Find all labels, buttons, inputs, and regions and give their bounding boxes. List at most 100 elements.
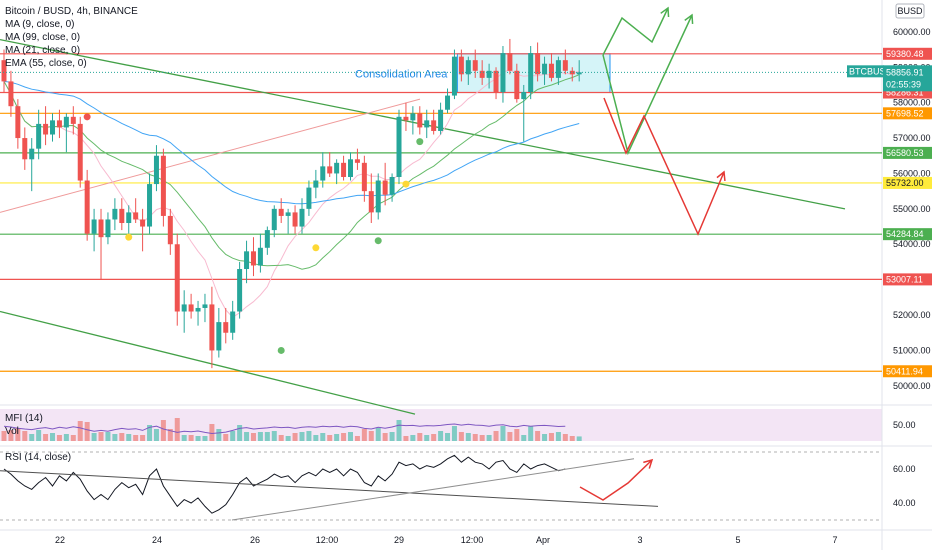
candle-body: [160, 155, 166, 216]
candle-body: [167, 215, 173, 245]
indicator-ma99[interactable]: MA (99, close, 0): [5, 32, 81, 43]
candle-body: [438, 109, 444, 131]
countdown-tag: 02:55:39: [886, 79, 921, 89]
volume-bar: [209, 424, 215, 441]
candle-body: [334, 162, 340, 174]
candle-body: [375, 180, 381, 213]
volume-bar: [91, 433, 97, 441]
candle-body: [112, 208, 118, 220]
candle-body: [313, 180, 319, 188]
candle-body: [140, 219, 146, 227]
volume-bar: [535, 431, 541, 441]
candle-body: [70, 116, 76, 124]
mfi-label[interactable]: MFI (14): [5, 413, 43, 424]
candle-body: [500, 53, 506, 93]
signal-dot: [416, 138, 424, 146]
volume-bar: [188, 435, 194, 441]
candle-body: [237, 269, 243, 312]
candle-body: [223, 322, 229, 333]
volume-bar: [451, 426, 457, 441]
candle-body: [299, 208, 305, 227]
volume-bar: [424, 435, 430, 441]
rsi-tick-label: 40.00: [893, 498, 916, 508]
volume-bar: [292, 433, 298, 441]
volume-bar: [216, 429, 222, 441]
candle-body: [8, 81, 14, 107]
volume-bar: [555, 432, 561, 441]
candle-body: [514, 70, 520, 100]
candle-body: [493, 70, 499, 93]
candle-body: [77, 123, 83, 181]
volume-bar: [368, 431, 374, 441]
volume-bar: [237, 425, 243, 441]
volume-bar: [486, 435, 492, 441]
candle-body: [50, 120, 56, 135]
volume-bar: [361, 429, 367, 441]
candle-body: [555, 60, 561, 78]
volume-bar: [542, 434, 548, 441]
candle-body: [91, 219, 97, 234]
signal-dot: [374, 237, 382, 245]
vol-label[interactable]: Vol: [5, 426, 19, 437]
candle-body: [348, 159, 353, 177]
x-tick-label: 26: [250, 535, 260, 545]
volume-bar: [22, 431, 28, 441]
candle-body: [188, 304, 194, 312]
volume-bar: [521, 435, 527, 441]
chart-title: Bitcoin / BUSD, 4h, BINANCE: [5, 6, 138, 17]
candle-body: [264, 230, 270, 248]
candle-body: [458, 56, 464, 75]
candle-body: [216, 322, 222, 351]
candle-body: [292, 212, 298, 227]
volume-bar: [133, 435, 139, 441]
lower-trendline: [0, 310, 416, 415]
rsi-label[interactable]: RSI (14, close): [5, 452, 72, 463]
level-label-bg: [883, 146, 932, 159]
x-tick-label: Apr: [536, 535, 550, 545]
candle-body: [417, 113, 423, 128]
volume-bar: [230, 431, 236, 441]
level-label: 50411.94: [886, 366, 923, 376]
indicator-ma9[interactable]: MA (9, close, 0): [5, 19, 75, 30]
volume-bar: [514, 429, 520, 441]
mfi-line: [3, 423, 566, 435]
volume-bar: [548, 433, 554, 441]
candle-body: [36, 123, 42, 149]
ma9-line: [3, 69, 580, 319]
volume-bar: [119, 433, 125, 441]
volume-bar: [257, 432, 263, 441]
candle-body: [174, 244, 180, 312]
volume-bar: [479, 435, 485, 441]
signal-dot: [83, 113, 91, 121]
volume-bar: [84, 422, 90, 441]
candle-body: [354, 159, 360, 163]
candle-body: [451, 56, 457, 96]
volume-bar: [244, 432, 250, 441]
candle-body: [63, 116, 69, 128]
volume-bar: [410, 435, 416, 441]
indicator-ma21[interactable]: MA (21, close, 0): [5, 45, 81, 56]
volume-bar: [313, 435, 319, 441]
price-tag: 58856.91: [886, 67, 924, 77]
volume-bar: [445, 433, 451, 441]
volume-bar: [223, 434, 229, 441]
volume-bar: [507, 432, 513, 441]
candle-body: [230, 311, 236, 333]
candle-body: [341, 162, 347, 177]
candle-body: [271, 208, 277, 231]
volume-bar: [126, 434, 132, 441]
rsi-arrow: [579, 459, 653, 501]
candle-body: [521, 92, 527, 100]
candle-body: [43, 123, 49, 135]
volume-bar: [98, 432, 104, 441]
indicator-ema55[interactable]: EMA (55, close, 0): [5, 58, 87, 69]
x-tick-label: 22: [55, 535, 65, 545]
candles-group: [1, 38, 582, 369]
level-label-bg: [883, 47, 932, 60]
candle-body: [153, 155, 159, 185]
level-label-bg: [883, 273, 932, 286]
volume-bar: [174, 418, 180, 441]
candle-body: [542, 63, 548, 75]
level-label: 56580.53: [886, 148, 924, 158]
candle-body: [486, 70, 492, 78]
